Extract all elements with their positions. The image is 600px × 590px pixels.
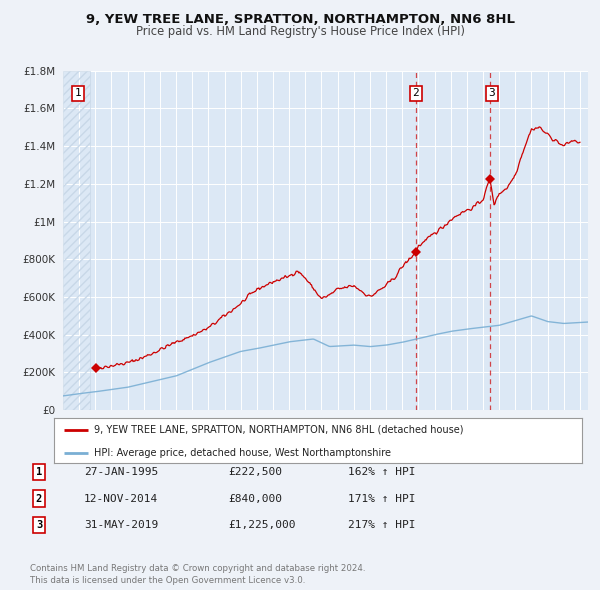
Text: 9, YEW TREE LANE, SPRATTON, NORTHAMPTON, NN6 8HL (detached house): 9, YEW TREE LANE, SPRATTON, NORTHAMPTON,… <box>94 425 463 435</box>
Text: 1: 1 <box>75 88 82 99</box>
Text: 162% ↑ HPI: 162% ↑ HPI <box>348 467 415 477</box>
Text: 171% ↑ HPI: 171% ↑ HPI <box>348 494 415 503</box>
Text: 3: 3 <box>36 520 42 530</box>
Text: 9, YEW TREE LANE, SPRATTON, NORTHAMPTON, NN6 8HL: 9, YEW TREE LANE, SPRATTON, NORTHAMPTON,… <box>86 13 515 26</box>
Text: 1: 1 <box>36 467 42 477</box>
Text: Contains HM Land Registry data © Crown copyright and database right 2024.
This d: Contains HM Land Registry data © Crown c… <box>30 565 365 585</box>
Text: 31-MAY-2019: 31-MAY-2019 <box>84 520 158 530</box>
Text: 12-NOV-2014: 12-NOV-2014 <box>84 494 158 503</box>
Text: £840,000: £840,000 <box>228 494 282 503</box>
Text: £222,500: £222,500 <box>228 467 282 477</box>
Text: HPI: Average price, detached house, West Northamptonshire: HPI: Average price, detached house, West… <box>94 448 391 458</box>
Text: 217% ↑ HPI: 217% ↑ HPI <box>348 520 415 530</box>
Text: £1,225,000: £1,225,000 <box>228 520 296 530</box>
Text: Price paid vs. HM Land Registry's House Price Index (HPI): Price paid vs. HM Land Registry's House … <box>136 25 464 38</box>
Text: 3: 3 <box>488 88 495 99</box>
Text: 2: 2 <box>413 88 419 99</box>
Text: 2: 2 <box>36 494 42 503</box>
Text: 27-JAN-1995: 27-JAN-1995 <box>84 467 158 477</box>
